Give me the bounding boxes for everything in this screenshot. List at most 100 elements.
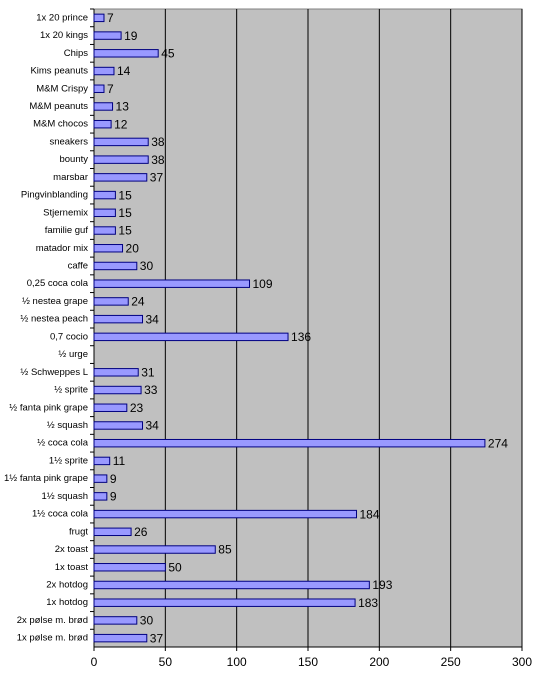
bar	[93, 13, 105, 23]
bar	[93, 279, 251, 288]
bar	[93, 616, 138, 625]
bar	[93, 456, 111, 466]
y-tick-label: 1½ fanta pink grape	[4, 473, 88, 484]
bar	[93, 155, 149, 164]
y-tick-label: M&M chocos	[33, 119, 88, 130]
y-tick-label: Stjernemix	[43, 207, 88, 218]
bar	[93, 119, 112, 129]
value-label: 9	[110, 490, 117, 504]
y-tick-label: 0,7 cocio	[50, 331, 88, 342]
x-tick-label: 200	[369, 655, 389, 669]
bar	[93, 421, 144, 430]
x-tick-label: 100	[227, 655, 247, 669]
value-label: 136	[291, 330, 311, 344]
bar	[93, 633, 148, 643]
value-label: 38	[151, 135, 165, 149]
value-label: 24	[131, 295, 145, 309]
y-tick-label: familie guf	[45, 225, 89, 236]
bar	[93, 208, 116, 218]
bar	[93, 332, 289, 342]
y-tick-label: 0,25 coca cola	[27, 278, 89, 289]
bar	[93, 368, 139, 377]
y-tick-label: 2x pølse m. brød	[17, 615, 88, 626]
bar	[93, 474, 108, 483]
value-label: 12	[114, 117, 128, 131]
y-tick-label: ½ fanta pink grape	[9, 402, 88, 413]
y-tick-label: ½ Schweppes L	[20, 367, 88, 378]
value-label: 7	[107, 82, 114, 96]
value-label: 23	[130, 401, 144, 415]
value-label: 15	[118, 188, 132, 202]
y-tick-label: bounty	[59, 154, 88, 165]
bar	[93, 492, 108, 501]
bar	[93, 226, 116, 235]
value-label: 26	[134, 525, 148, 539]
y-tick-label: matador mix	[36, 243, 89, 254]
value-label: 37	[150, 171, 164, 185]
value-label: 13	[116, 100, 130, 114]
value-label: 15	[118, 224, 132, 238]
value-label: 85	[218, 543, 232, 557]
y-tick-label: 1x 20 kings	[40, 30, 88, 41]
value-label: 193	[372, 578, 392, 592]
value-label: 15	[118, 206, 132, 220]
bar	[93, 438, 486, 448]
bar	[93, 261, 138, 271]
bar	[93, 314, 144, 324]
y-tick-label: 1x pølse m. brød	[17, 633, 88, 644]
y-tick-label: Pingvinblanding	[21, 190, 88, 201]
bar	[93, 173, 148, 182]
bar	[93, 563, 166, 572]
y-tick-label: Chips	[64, 48, 89, 59]
bar	[93, 102, 114, 111]
y-tick-label: ½ squash	[47, 420, 88, 431]
y-tick-label: ½ nestea peach	[20, 314, 88, 325]
value-label: 20	[126, 241, 140, 255]
value-label: 33	[144, 383, 158, 397]
y-tick-label: 2x hotdog	[46, 579, 88, 590]
x-tick-label: 300	[512, 655, 532, 669]
y-tick-label: marsbar	[53, 172, 88, 183]
y-tick-label: Kims peanuts	[30, 66, 88, 77]
bar	[93, 84, 105, 93]
value-label: 19	[124, 29, 138, 43]
bar	[93, 297, 129, 306]
bar	[93, 598, 356, 607]
value-label: 50	[168, 560, 182, 574]
bar	[93, 403, 128, 412]
y-tick-label: 1½ sprite	[49, 455, 88, 466]
y-tick-label: M&M Crispy	[36, 83, 88, 94]
bar	[93, 527, 132, 537]
value-label: 37	[150, 631, 164, 645]
x-tick-label: 50	[159, 655, 173, 669]
value-label: 14	[117, 64, 131, 78]
y-tick-label: frugt	[69, 526, 88, 537]
bar	[93, 509, 358, 519]
value-label: 31	[141, 365, 155, 379]
x-tick-label: 150	[298, 655, 318, 669]
bar	[93, 190, 116, 200]
y-tick-label: ½ coca cola	[37, 438, 88, 449]
y-tick-label: 1x hotdog	[46, 597, 88, 608]
value-label: 183	[358, 596, 378, 610]
value-label: 11	[113, 454, 126, 468]
value-label: 38	[151, 153, 165, 167]
value-label: 34	[146, 312, 160, 326]
bar	[93, 545, 216, 554]
x-tick-label: 250	[441, 655, 461, 669]
value-label: 30	[140, 259, 154, 273]
bar	[93, 244, 124, 253]
value-label: 109	[253, 277, 273, 291]
y-tick-label: 1x toast	[55, 562, 89, 573]
y-tick-label: 2x toast	[55, 544, 89, 555]
y-tick-label: ½ nestea grape	[22, 296, 88, 307]
y-tick-label: caffe	[68, 260, 88, 271]
y-tick-label: ½ sprite	[54, 385, 88, 396]
y-tick-label: ½ urge	[58, 349, 88, 360]
value-label: 9	[110, 472, 117, 486]
value-label: 274	[488, 436, 508, 450]
bar	[93, 66, 115, 76]
x-tick-label: 0	[91, 655, 98, 669]
bar	[93, 31, 122, 40]
